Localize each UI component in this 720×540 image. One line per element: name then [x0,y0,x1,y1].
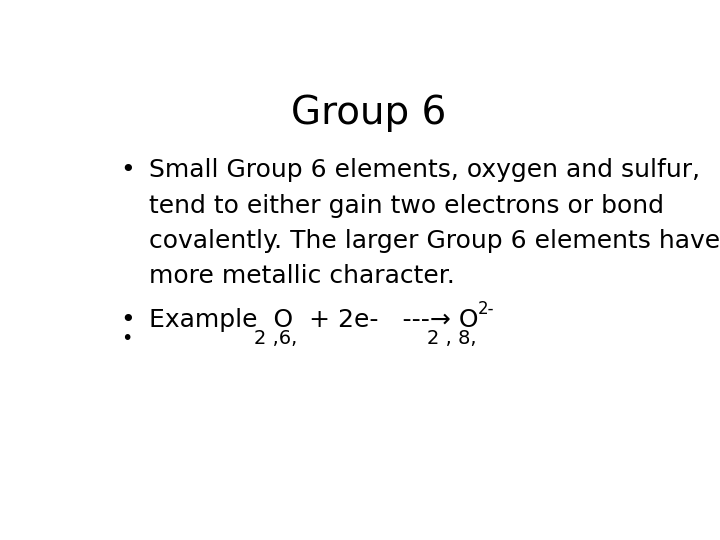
Text: tend to either gain two electrons or bond: tend to either gain two electrons or bon… [148,194,664,218]
Text: Example  O  + 2e-   ---→ O: Example O + 2e- ---→ O [148,308,478,332]
Text: Group 6: Group 6 [292,94,446,132]
Text: Small Group 6 elements, oxygen and sulfur,: Small Group 6 elements, oxygen and sulfu… [148,158,700,183]
Text: 2 ,6,: 2 ,6, [253,329,297,348]
Text: 2-: 2- [478,300,495,318]
Text: •: • [121,158,135,183]
Text: •: • [121,329,132,348]
Text: 2 , 8,: 2 , 8, [427,329,477,348]
Text: covalently. The larger Group 6 elements have: covalently. The larger Group 6 elements … [148,229,720,253]
Text: •: • [121,308,135,332]
Text: more metallic character.: more metallic character. [148,265,454,288]
